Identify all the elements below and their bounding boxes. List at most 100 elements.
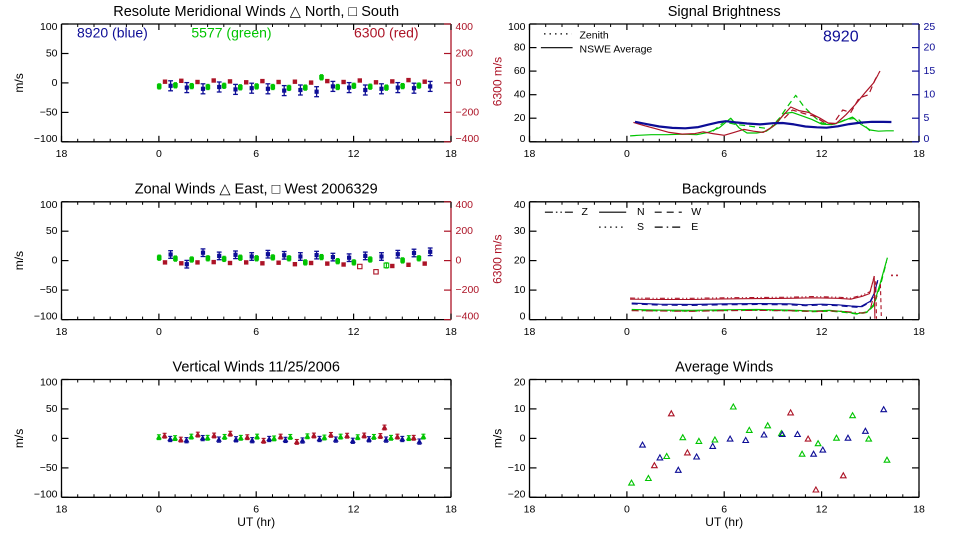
svg-text:Zonal Winds △ East, □ West: Zonal Winds △ East, □ West 2006329 (135, 182, 378, 198)
svg-text:18: 18 (913, 326, 925, 338)
svg-text:0: 0 (52, 255, 58, 267)
svg-text:100: 100 (40, 199, 58, 211)
svg-text:W: W (691, 206, 701, 218)
svg-text:m/s: m/s (12, 73, 26, 92)
svg-text:S: S (637, 221, 644, 233)
svg-text:400: 400 (456, 21, 474, 33)
svg-text:10: 10 (514, 284, 526, 296)
svg-text:18: 18 (56, 326, 68, 338)
svg-text:0: 0 (456, 255, 462, 267)
svg-text:−200: −200 (456, 106, 480, 118)
svg-text:100: 100 (40, 21, 58, 33)
svg-text:12: 12 (348, 504, 360, 516)
svg-text:200: 200 (456, 225, 474, 237)
svg-text:50: 50 (46, 403, 58, 415)
svg-text:40: 40 (514, 89, 526, 101)
svg-text:−400: −400 (456, 133, 480, 145)
svg-text:80: 80 (514, 42, 526, 54)
svg-text:8920 (blue): 8920 (blue) (77, 24, 148, 40)
svg-text:−50: −50 (40, 462, 58, 474)
svg-text:18: 18 (524, 148, 536, 160)
svg-text:20: 20 (514, 112, 526, 124)
svg-text:0: 0 (520, 133, 526, 145)
svg-text:18: 18 (445, 148, 457, 160)
svg-text:Resolute Meridional Winds △: Resolute Meridional Winds △ North, □ Sou… (113, 4, 399, 20)
svg-text:−200: −200 (456, 284, 480, 296)
svg-text:18: 18 (524, 326, 536, 338)
svg-text:8920: 8920 (823, 29, 859, 46)
svg-text:0: 0 (156, 326, 162, 338)
svg-text:m/s: m/s (12, 251, 26, 270)
svg-text:50: 50 (46, 225, 58, 237)
svg-text:20: 20 (514, 255, 526, 267)
svg-text:−100: −100 (34, 311, 58, 323)
svg-text:18: 18 (913, 148, 925, 160)
svg-text:20: 20 (924, 42, 936, 54)
svg-text:30: 30 (514, 225, 526, 237)
svg-text:60: 60 (514, 65, 526, 77)
svg-text:6300 m/s: 6300 m/s (491, 235, 505, 284)
svg-text:25: 25 (924, 21, 936, 33)
svg-text:0: 0 (624, 148, 630, 160)
svg-text:400: 400 (456, 199, 474, 211)
svg-text:0: 0 (624, 504, 630, 516)
svg-text:18: 18 (524, 504, 536, 516)
svg-text:m/s: m/s (491, 429, 505, 448)
svg-text:N: N (637, 206, 645, 218)
svg-text:40: 40 (514, 199, 526, 211)
svg-text:0: 0 (924, 133, 930, 145)
svg-text:15: 15 (924, 65, 936, 77)
svg-text:18: 18 (445, 504, 457, 516)
svg-text:50: 50 (46, 48, 58, 60)
svg-text:E: E (691, 221, 698, 233)
svg-text:6: 6 (253, 326, 259, 338)
svg-text:0: 0 (456, 77, 462, 89)
svg-text:12: 12 (816, 326, 828, 338)
svg-text:12: 12 (816, 148, 828, 160)
svg-text:0: 0 (156, 504, 162, 516)
svg-text:UT (hr): UT (hr) (237, 515, 275, 529)
svg-text:12: 12 (348, 326, 360, 338)
svg-text:m/s: m/s (12, 429, 26, 448)
svg-text:−100: −100 (34, 133, 58, 145)
svg-text:−10: −10 (508, 462, 526, 474)
svg-text:−20: −20 (508, 488, 526, 500)
svg-text:Backgrounds: Backgrounds (682, 182, 767, 198)
svg-text:6300 (red): 6300 (red) (354, 24, 419, 40)
svg-text:UT (hr): UT (hr) (705, 515, 743, 529)
svg-text:6: 6 (721, 326, 727, 338)
svg-text:100: 100 (40, 377, 58, 389)
svg-text:0: 0 (156, 148, 162, 160)
svg-text:100: 100 (508, 21, 526, 33)
svg-text:Vertical Winds 11/25/2006: Vertical Winds 11/25/2006 (173, 360, 340, 376)
svg-text:18: 18 (56, 504, 68, 516)
svg-text:18: 18 (445, 326, 457, 338)
svg-text:0: 0 (520, 432, 526, 444)
svg-text:−50: −50 (40, 106, 58, 118)
svg-text:Signal Brightness: Signal Brightness (668, 4, 781, 20)
svg-text:Z: Z (582, 206, 589, 218)
svg-text:Average Winds: Average Winds (675, 360, 773, 376)
svg-text:−50: −50 (40, 284, 58, 296)
svg-text:10: 10 (924, 89, 936, 101)
svg-text:6300 m/s: 6300 m/s (491, 57, 505, 106)
svg-text:5577 (green): 5577 (green) (191, 24, 271, 40)
svg-text:10: 10 (514, 403, 526, 415)
svg-text:6: 6 (721, 148, 727, 160)
svg-text:12: 12 (348, 148, 360, 160)
svg-text:18: 18 (913, 504, 925, 516)
svg-text:6: 6 (253, 148, 259, 160)
svg-text:NSWE Average: NSWE Average (580, 44, 653, 56)
svg-text:20: 20 (514, 377, 526, 389)
svg-text:5: 5 (924, 112, 930, 124)
svg-text:12: 12 (816, 504, 828, 516)
svg-text:0: 0 (52, 77, 58, 89)
svg-text:0: 0 (520, 311, 526, 323)
svg-text:18: 18 (56, 148, 68, 160)
svg-text:0: 0 (624, 326, 630, 338)
svg-text:Zenith: Zenith (580, 30, 609, 42)
svg-text:−100: −100 (34, 488, 58, 500)
svg-text:6: 6 (721, 504, 727, 516)
svg-text:−400: −400 (456, 311, 480, 323)
svg-text:200: 200 (456, 48, 474, 60)
